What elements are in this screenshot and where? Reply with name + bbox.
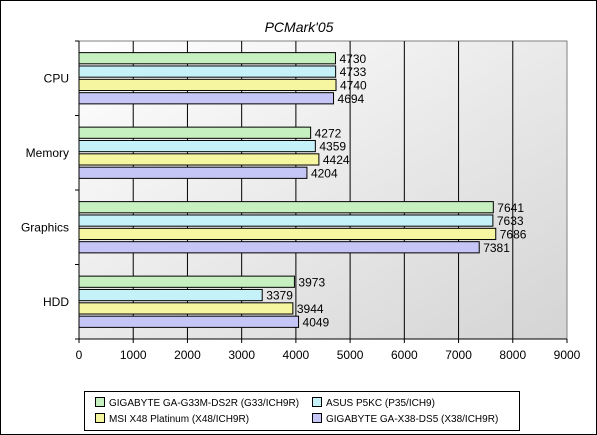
category-label: Memory	[26, 146, 69, 160]
x-tick-label: 5000	[337, 348, 364, 362]
bar	[78, 227, 497, 241]
legend-label-series-2: ASUS P5KC (P35/ICH9)	[326, 398, 435, 409]
legend-label-series-3: MSI X48 Platinum (X48/ICH9R)	[109, 414, 250, 425]
bar	[78, 126, 312, 139]
category-label: Graphics	[21, 220, 69, 234]
data-label: 4694	[338, 92, 365, 106]
bar	[78, 288, 263, 302]
bar	[78, 214, 494, 227]
x-tick-label: 2000	[174, 348, 201, 362]
data-label: 4359	[319, 140, 346, 154]
data-label: 4730	[339, 52, 366, 66]
data-label: 3944	[297, 302, 324, 316]
x-tick-label: 0	[76, 348, 83, 362]
data-label: 4733	[340, 65, 367, 79]
legend: GIGABYTE GA-G33M-DS2R (G33/ICH9R) ASUS P…	[84, 391, 520, 431]
data-label: 7633	[497, 214, 524, 228]
data-label: 3973	[298, 275, 325, 289]
legend-swatch-series-1	[95, 397, 105, 408]
bar	[78, 315, 300, 328]
legend-label-series-1: GIGABYTE GA-G33M-DS2R (G33/ICH9R)	[109, 398, 300, 409]
data-label: 4204	[311, 166, 338, 180]
bar	[78, 241, 480, 254]
legend-swatch-series-4	[312, 413, 322, 424]
bar	[78, 153, 320, 166]
x-tick-label: 4000	[283, 348, 310, 362]
legend-swatch-series-3	[95, 413, 105, 424]
bar	[78, 166, 308, 179]
data-label: 4272	[315, 126, 342, 140]
legend-item-series-3: MSI X48 Platinum (X48/ICH9R)	[95, 413, 249, 427]
legend-label-series-4: GIGABYTE GA-X38-DS5 (X38/ICH9R)	[326, 414, 499, 425]
bar	[78, 302, 294, 315]
x-tick-label: 3000	[228, 348, 255, 362]
x-tick-label: 8000	[499, 348, 526, 362]
data-label: 7641	[497, 201, 524, 215]
data-label: 4424	[323, 153, 350, 167]
legend-item-series-1: GIGABYTE GA-G33M-DS2R (G33/ICH9R)	[95, 397, 299, 411]
x-tick-label: 9000	[554, 348, 581, 362]
category-label: HDD	[43, 295, 69, 309]
data-label: 4049	[303, 315, 330, 329]
x-tick-label: 6000	[391, 348, 418, 362]
chart-title: PCMark'05	[265, 19, 334, 35]
data-label: 7686	[500, 228, 527, 242]
x-tick-label: 7000	[445, 348, 472, 362]
category-label: CPU	[44, 71, 69, 85]
bar	[78, 52, 336, 65]
bar	[78, 275, 295, 288]
legend-item-series-2: ASUS P5KC (P35/ICH9)	[312, 397, 435, 411]
legend-swatch-series-2	[312, 397, 322, 408]
x-tick-label: 1000	[120, 348, 147, 362]
data-label: 7381	[483, 241, 510, 255]
bar	[78, 139, 316, 153]
legend-item-series-4: GIGABYTE GA-X38-DS5 (X38/ICH9R)	[312, 413, 498, 427]
bar	[78, 78, 337, 92]
bar	[78, 92, 335, 105]
bar	[78, 201, 494, 214]
data-label: 4740	[340, 79, 367, 93]
axes: 0 1000 2000 3000 4000 5000 6000 7000 8000 9000 CPU…	[21, 40, 581, 362]
bar	[78, 65, 337, 78]
data-label: 3379	[266, 289, 293, 303]
